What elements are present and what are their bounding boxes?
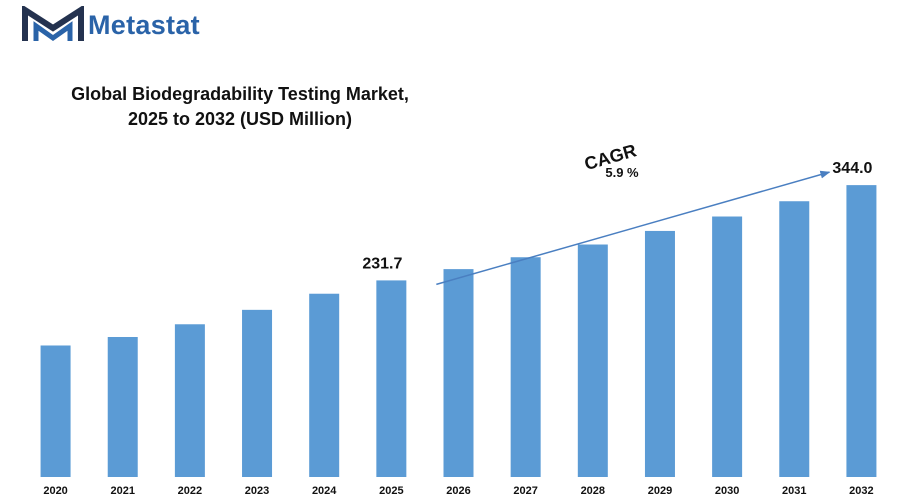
- bar-2029: [644, 230, 675, 477]
- x-tick-2024: 2024: [312, 485, 337, 497]
- x-tick-2027: 2027: [513, 485, 537, 497]
- bar-2025: [376, 280, 407, 477]
- x-tick-2021: 2021: [110, 485, 134, 497]
- x-tick-2028: 2028: [581, 485, 605, 497]
- bar-2032: [846, 185, 877, 477]
- x-tick-2020: 2020: [43, 485, 67, 497]
- bar-2023: [242, 309, 273, 477]
- chart-title-line2: 2025 to 2032 (USD Million): [127, 109, 353, 129]
- data-label-2032: 344.0: [832, 160, 872, 177]
- x-tick-2026: 2026: [446, 485, 470, 497]
- x-tick-2025: 2025: [379, 485, 403, 497]
- bar-2020: [40, 345, 71, 477]
- bar-2021: [107, 336, 138, 477]
- x-tick-2032: 2032: [849, 485, 873, 497]
- brand-name: Metastat: [88, 9, 200, 40]
- data-label-2025: 231.7: [362, 255, 402, 272]
- bar-2022: [174, 324, 205, 477]
- bar-2027: [510, 257, 541, 477]
- x-tick-2023: 2023: [245, 485, 269, 497]
- bar-2031: [779, 201, 810, 478]
- x-tick-2030: 2030: [715, 485, 739, 497]
- bar-2028: [577, 244, 608, 477]
- bar-2026: [443, 269, 474, 477]
- chart-title-line1: Global Biodegradability Testing Market,: [71, 84, 409, 104]
- chart-title: Global Biodegradability Testing Market, …: [40, 82, 440, 132]
- brand-logo: Metastat: [22, 6, 200, 44]
- x-tick-labels: 2020 2021 2022 2023 2024 2025 2026 2027 2028 2029…: [43, 485, 873, 497]
- cagr-value: 5.9 %: [605, 165, 639, 180]
- cagr-arrow: [436, 170, 831, 286]
- x-tick-2022: 2022: [178, 485, 202, 497]
- x-tick-2029: 2029: [648, 485, 672, 497]
- data-labels: 231.7 344.0: [362, 160, 872, 272]
- x-tick-2031: 2031: [782, 485, 806, 497]
- metastat-m-logo-icon: [22, 6, 84, 42]
- bars-group: [40, 185, 877, 478]
- bar-2030: [712, 216, 743, 477]
- bar-2024: [309, 293, 340, 477]
